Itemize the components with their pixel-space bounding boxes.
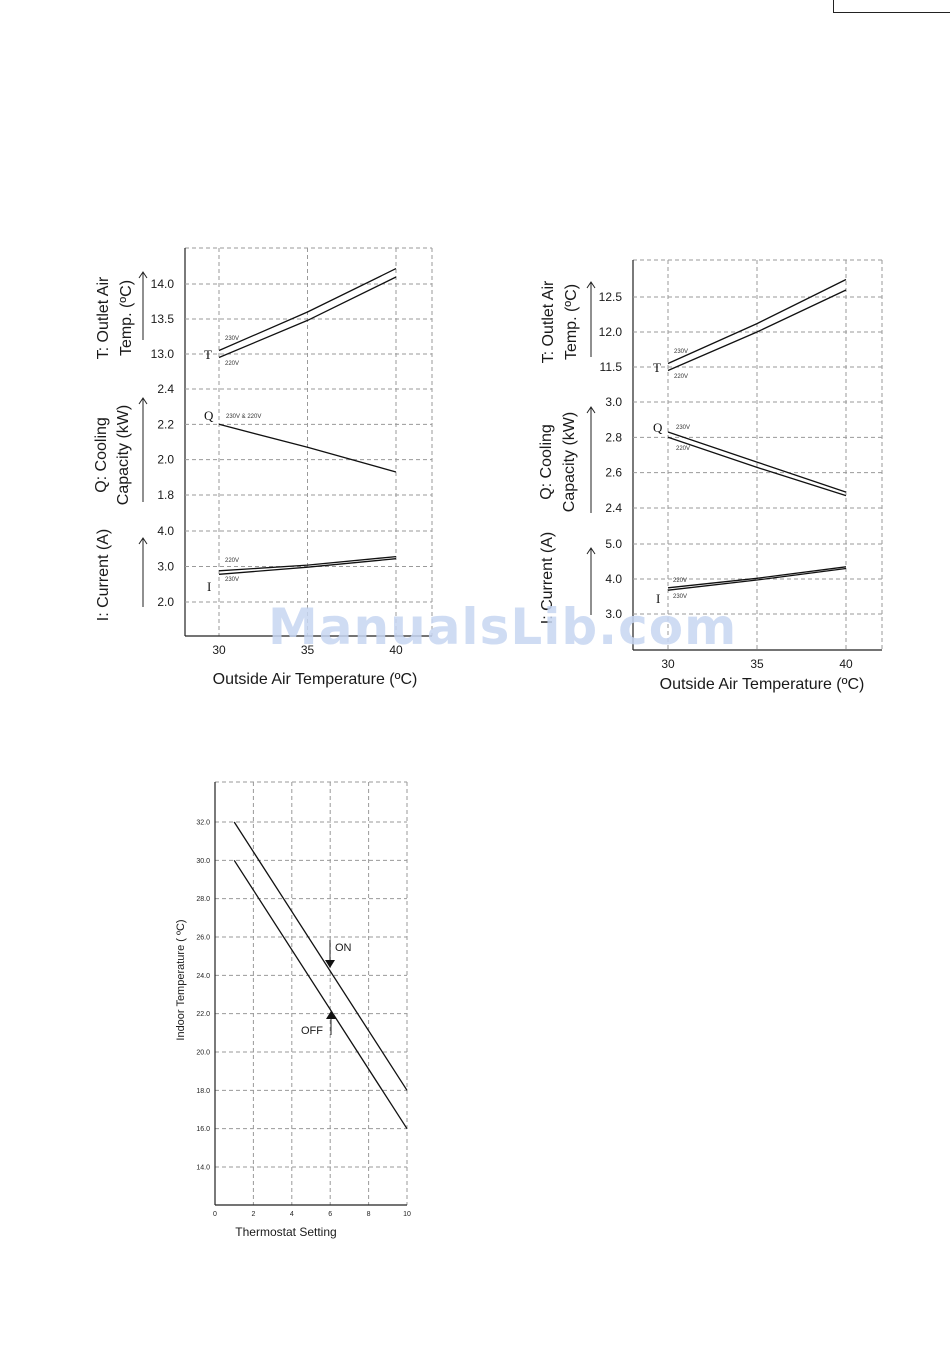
chart1-i-panel-series-tag: 220V <box>225 558 239 564</box>
chart2-t-panel-series-line <box>667 278 847 365</box>
chart2-i-panel-series-line <box>667 566 847 589</box>
chart2-i-panel-y-tick-label: 4.0 <box>605 572 622 586</box>
chart1-t-panel-y-axis-label: Temp. (ºC) <box>118 280 135 356</box>
chart2-q-panel-y-axis-label: Q: Cooling <box>538 424 555 500</box>
chart3-off-label: OFF <box>301 1025 323 1037</box>
chart1-x-tick-label: 35 <box>301 643 315 657</box>
chart1-i-panel-series-tag: 230V <box>225 577 239 583</box>
chart1-i-panel-series-line <box>218 558 397 575</box>
chart1-q-panel-y-tick-label: 2.0 <box>157 453 174 467</box>
chart2-q-panel-series-line <box>667 436 847 497</box>
chart3-y-tick-label: 22.0 <box>196 1011 210 1018</box>
chart3-y-tick-label: 30.0 <box>196 858 210 865</box>
chart1-q-panel-arrow-head <box>138 397 148 405</box>
chart2-q-panel-series-tag: 230V <box>676 425 690 431</box>
chart3-y-tick-label: 18.0 <box>196 1088 210 1095</box>
chart2-q-panel-arrow-head <box>586 406 596 414</box>
chart3-on-arrow-head <box>325 960 335 968</box>
chart1-t-panel-arrow-head <box>138 271 148 279</box>
chart2-i-panel-y-tick-label: 3.0 <box>605 607 622 621</box>
chart2-i-panel-y-tick-label: 5.0 <box>605 537 622 551</box>
chart1-i-panel-y-tick-label: 4.0 <box>157 524 174 538</box>
chart2-q-panel-y-axis-label: Capacity (kW) <box>561 412 578 512</box>
chart2-q-panel-series-tag: 220V <box>676 446 690 452</box>
chart3-y-tick-label: 20.0 <box>196 1050 210 1057</box>
chart3-y-tick-label: 14.0 <box>196 1165 210 1172</box>
chart1-t-panel-y-axis-label: T: Outlet Air <box>95 276 112 359</box>
chart1-q-panel-y-axis-label: Q: Cooling <box>93 417 110 493</box>
chart2-i-panel-series-tag: 220V <box>673 578 687 584</box>
chart1-q-panel-y-axis-label: Capacity (kW) <box>115 405 132 505</box>
chart1-q-panel-y-tick-label: 1.8 <box>157 488 174 502</box>
chart3-x-tick-label: 10 <box>403 1211 411 1218</box>
chart2-x-tick-label: 40 <box>839 657 853 671</box>
chart1-t-panel-y-tick-label: 13.0 <box>151 347 175 361</box>
chart2-q-panel-y-tick-label: 3.0 <box>605 395 622 409</box>
chart2-x-axis-label: Outside Air Temperature (ºC) <box>660 676 865 693</box>
chart2-i-panel-y-axis-label: I: Current (A) <box>539 532 556 624</box>
chart2-i-panel-series-line <box>667 567 847 591</box>
chart2-i-panel-arrow-head <box>586 547 596 555</box>
chart3-series-line-off <box>233 859 408 1130</box>
chart2-t-panel-series-tag: 230V <box>674 349 688 355</box>
chart2-q-panel-y-tick-label: 2.4 <box>605 501 622 515</box>
chart1-t-panel-y-tick-label: 14.0 <box>151 277 175 291</box>
page-corner-frame <box>833 0 950 13</box>
chart1-t-panel-series-tag: 230V <box>225 336 239 342</box>
chart3-y-axis-label: Indoor Temperature ( ºC) <box>175 919 187 1040</box>
chart1-t-panel-series-line <box>218 268 397 352</box>
chart1-q-panel-y-tick-label: 2.2 <box>157 417 174 431</box>
chart2-q-panel-letter: Q <box>653 420 663 435</box>
chart2-t-panel-y-tick-label: 11.5 <box>600 360 623 374</box>
chart1-x-tick-label: 30 <box>212 643 226 657</box>
chart1-q-panel-series-tag: 230V & 220V <box>226 414 261 420</box>
chart3-y-tick-label: 32.0 <box>196 820 210 827</box>
chart2-q-panel-y-tick-label: 2.8 <box>605 430 622 444</box>
chart1-i-panel-letter: I <box>207 579 211 594</box>
chart1-x-tick-label: 40 <box>389 643 403 657</box>
chart3-x-tick-label: 0 <box>213 1211 217 1218</box>
chart1-q-panel-series-line <box>218 423 397 473</box>
chart1-q-panel-y-tick-label: 2.4 <box>157 382 174 396</box>
chart3-on-label: ON <box>335 942 352 954</box>
chart2-t-panel-arrow-head <box>586 281 596 289</box>
chart3-x-axis-label: Thermostat Setting <box>235 1225 336 1239</box>
chart1-i-panel-y-axis-label: I: Current (A) <box>95 529 112 621</box>
chart2-x-tick-label: 35 <box>750 657 764 671</box>
chart1-t-panel-y-tick-label: 13.5 <box>151 312 175 326</box>
chart1-q-panel-letter: Q <box>204 408 214 423</box>
chart2-t-panel-series-line <box>667 289 847 372</box>
chart3-series-line-on <box>233 821 408 1091</box>
chart1-t-panel-letter: T <box>204 347 212 362</box>
chart2-t-panel-y-axis-label: T: Outlet Air <box>540 280 557 363</box>
chart1-i-panel-series-line <box>218 555 397 572</box>
chart1-t-panel-series-line <box>218 276 397 359</box>
chart3-y-tick-label: 26.0 <box>196 935 210 942</box>
chart3-y-tick-label: 16.0 <box>196 1126 210 1133</box>
chart2-x-tick-label: 30 <box>661 657 675 671</box>
chart3-x-tick-label: 8 <box>367 1211 371 1218</box>
chart1-i-panel-y-tick-label: 3.0 <box>157 560 174 574</box>
chart2-i-panel-series-tag: 230V <box>673 594 687 600</box>
watermark-text: ManualsLib.com <box>268 598 738 656</box>
chart2-q-panel-y-tick-label: 2.6 <box>605 466 622 480</box>
chart3-off-arrow-head <box>326 1011 336 1019</box>
chart2-t-panel-y-axis-label: Temp. (ºC) <box>563 284 580 360</box>
chart3-y-tick-label: 28.0 <box>196 896 210 903</box>
chart1-i-panel-arrow-head <box>138 537 148 545</box>
chart2-t-panel-letter: T <box>653 360 661 375</box>
chart3-y-tick-label: 24.0 <box>196 973 210 980</box>
chart3-x-tick-label: 6 <box>328 1211 332 1218</box>
chart1-x-axis-label: Outside Air Temperature (ºC) <box>213 671 418 688</box>
chart1-t-panel-series-tag: 220V <box>225 361 239 367</box>
chart1-i-panel-y-tick-label: 2.0 <box>157 595 174 609</box>
chart3-x-tick-label: 4 <box>290 1211 294 1218</box>
chart2-q-panel-series-line <box>667 431 847 493</box>
chart2-t-panel-series-tag: 220V <box>674 374 688 380</box>
chart2-t-panel-y-tick-label: 12.0 <box>599 325 623 339</box>
chart3-x-tick-label: 2 <box>251 1211 255 1218</box>
chart2-t-panel-y-tick-label: 12.5 <box>599 290 623 304</box>
chart2-i-panel-letter: I <box>656 591 660 606</box>
